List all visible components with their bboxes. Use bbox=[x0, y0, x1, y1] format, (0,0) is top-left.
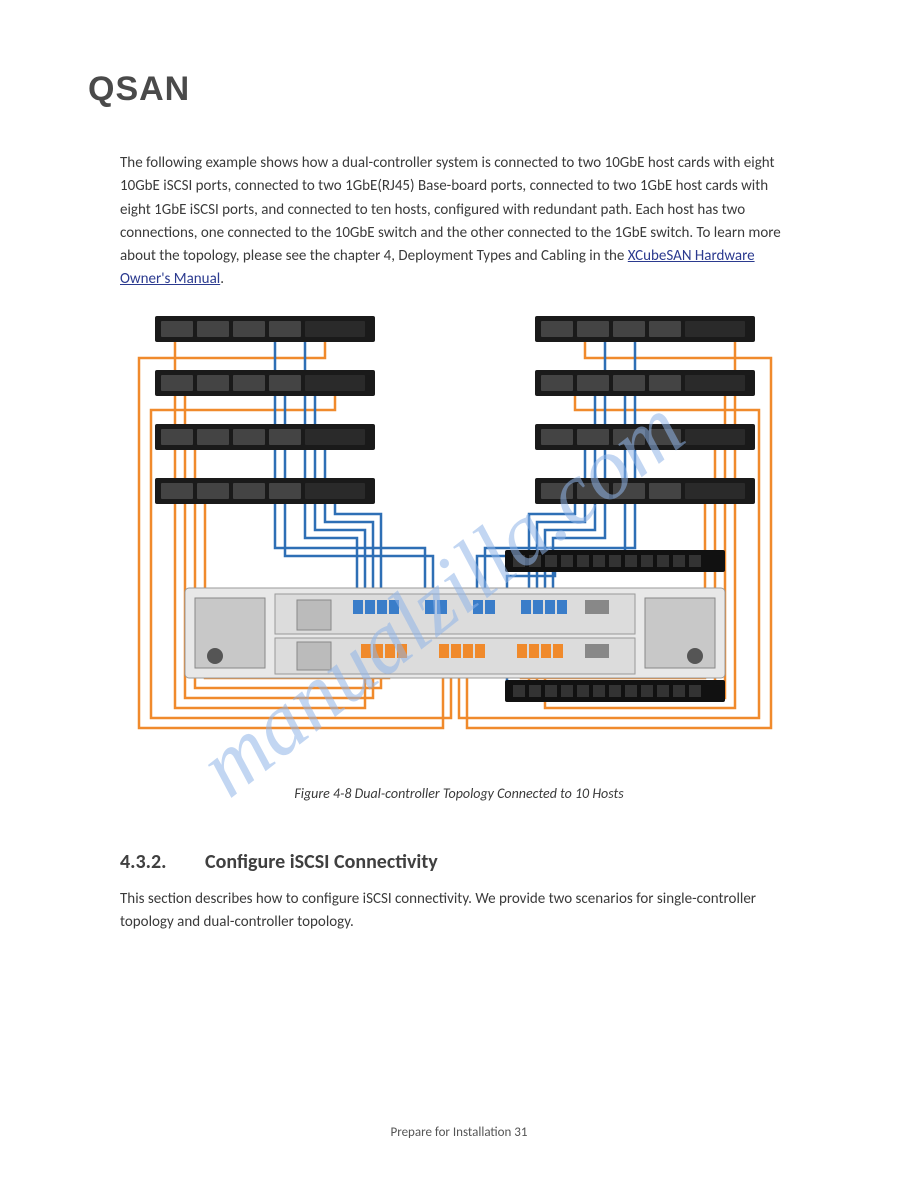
storage-chassis bbox=[185, 588, 725, 678]
section-title: Configure iSCSI Connectivity bbox=[205, 850, 438, 874]
server-left-1 bbox=[155, 316, 375, 342]
switch-right-upper bbox=[505, 550, 725, 572]
server-left-2 bbox=[155, 370, 375, 396]
section-body: This section describes how to configure … bbox=[120, 888, 800, 935]
server-right-4 bbox=[535, 478, 755, 504]
server-right-3 bbox=[535, 424, 755, 450]
server-left-3 bbox=[155, 424, 375, 450]
topology-figure bbox=[125, 298, 785, 778]
switch-right-lower bbox=[505, 680, 725, 702]
section-number: 4.3.2. bbox=[120, 850, 166, 874]
server-right-1 bbox=[535, 316, 755, 342]
page-footer: Prepare for Installation 31 bbox=[0, 1125, 918, 1140]
intro-paragraph: The following example shows how a dual-c… bbox=[120, 152, 800, 292]
server-left-4 bbox=[155, 478, 375, 504]
figure-caption: Figure 4-8 Dual-controller Topology Conn… bbox=[0, 785, 918, 802]
server-right-2 bbox=[535, 370, 755, 396]
brand-logo: QSAN bbox=[88, 70, 190, 109]
